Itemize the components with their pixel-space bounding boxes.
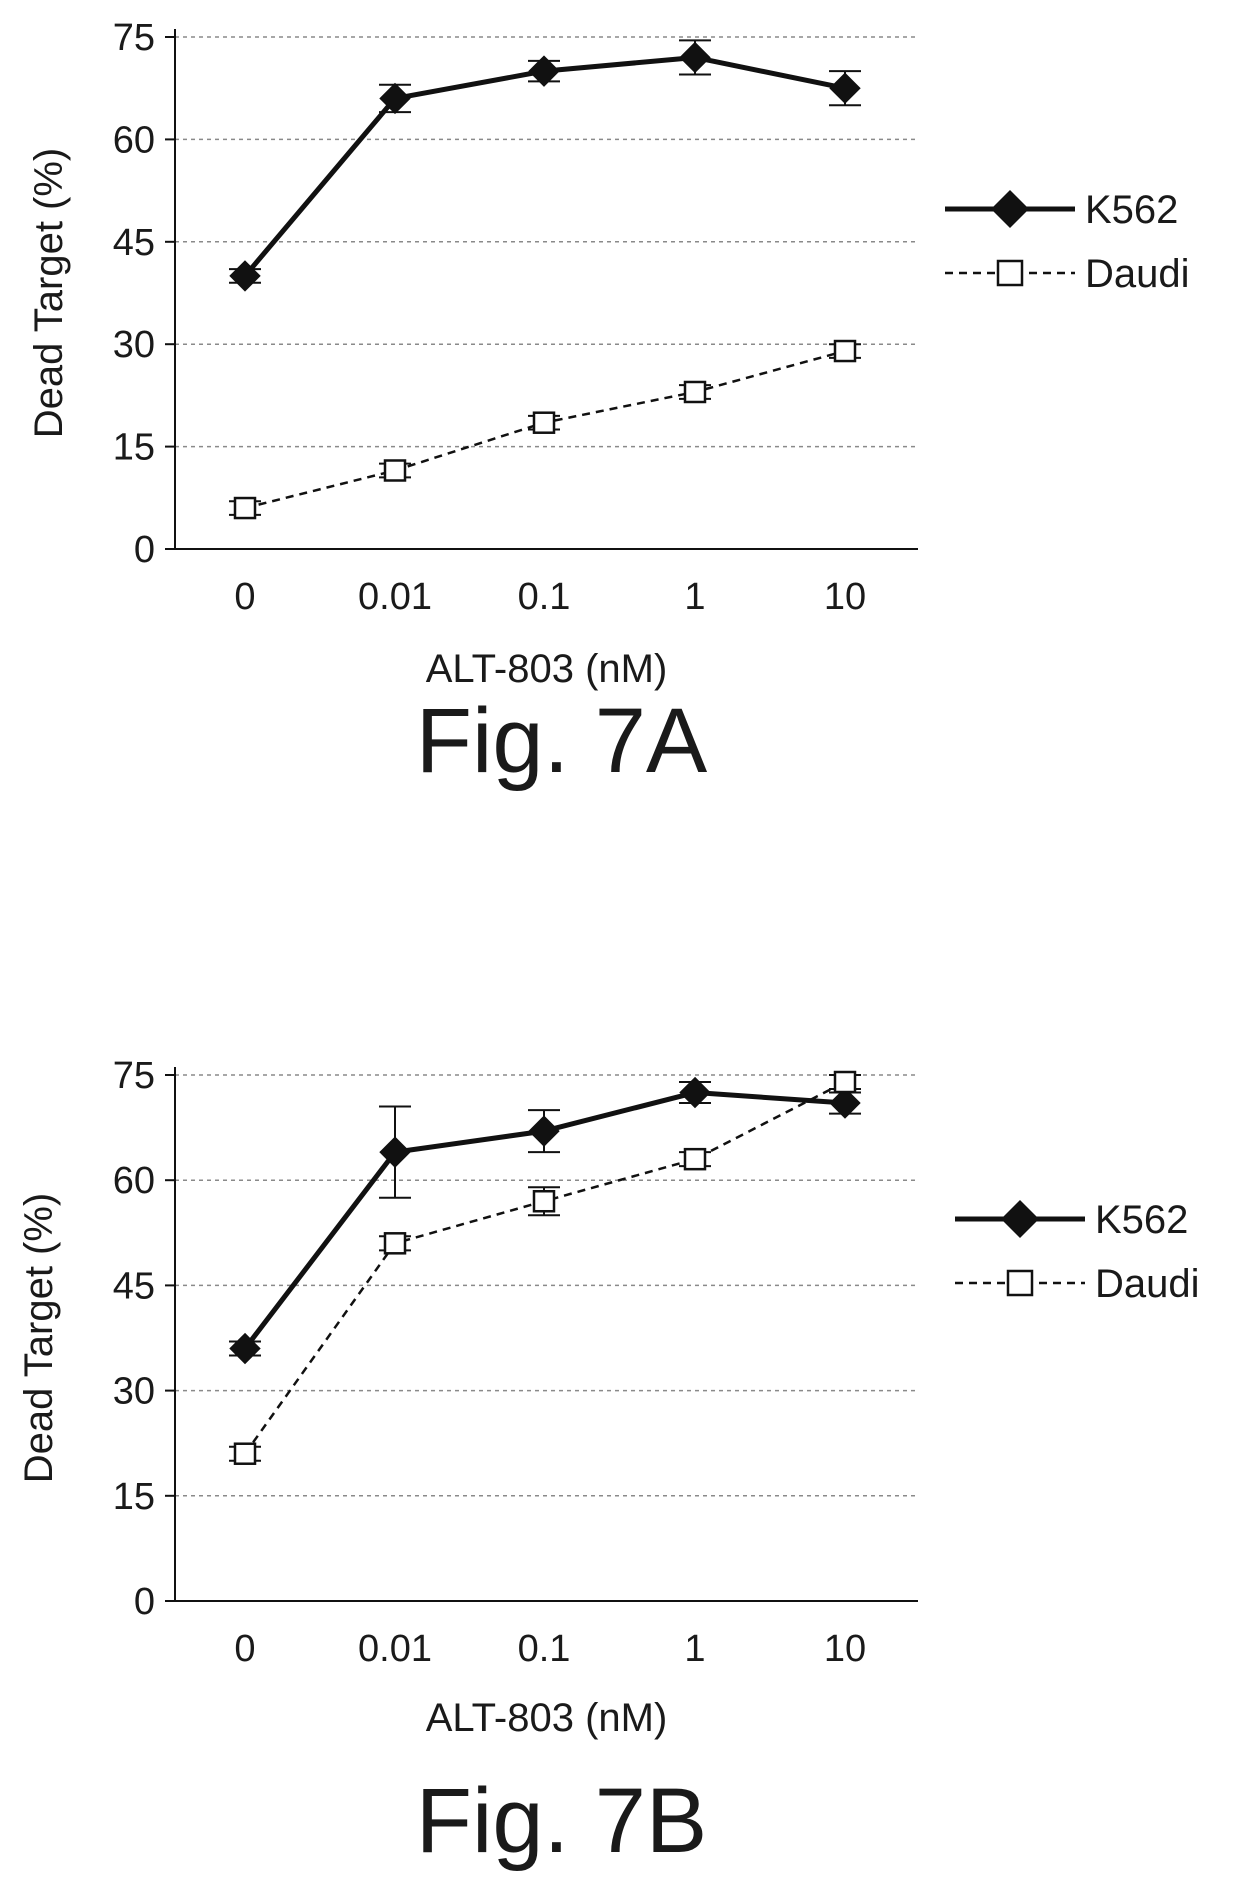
series-k562 [229,1076,861,1365]
y-tick-label: 15 [113,1476,155,1518]
data-point [833,339,857,363]
data-point [833,1070,857,1094]
legend-label: K562 [1095,1198,1188,1242]
x-axis-label: ALT-803 (nM) [426,1696,668,1740]
chart-panel-b: 0 15 30 45 60 75 0 0.01 0.1 1 10 ALT-803 (nM) Dead T… [17,1055,1200,1872]
y-tick-label: 0 [134,529,155,571]
y-tick-label: 60 [113,119,155,161]
data-point [829,72,861,104]
x-tick-label: 1 [684,1628,705,1670]
data-point [683,380,707,404]
y-tick-label: 0 [134,1581,155,1623]
x-tick-label: 10 [824,1628,866,1670]
x-tick-label: 0.1 [518,1628,571,1670]
legend-label: K562 [1085,188,1178,232]
y-tick-label: 75 [113,17,155,59]
y-tick-label: 30 [113,324,155,366]
legend-entry-k562: K562 [955,1198,1188,1242]
x-tick-label: 0.1 [518,576,571,618]
legend-label: Daudi [1085,252,1190,296]
series-k562 [229,39,861,292]
series-daudi [229,1070,861,1465]
y-tick-label: 45 [113,222,155,264]
legend-entry-daudi: Daudi [955,1262,1200,1306]
data-point [233,1442,257,1465]
legend-label: Daudi [1095,1262,1200,1306]
data-point [679,41,711,74]
y-tick-label: 45 [113,1265,155,1307]
x-tick-label: 1 [684,576,705,618]
data-point [379,82,411,115]
legend-marker [991,190,1029,228]
x-tick-label: 0.01 [358,1628,432,1670]
y-axis-label: Dead Target (%) [17,1193,61,1484]
chart-panel-a: 0 15 30 45 60 75 0 0.01 0.1 1 10 ALT-803 (nM) Dead T… [27,17,1190,792]
figure-caption: Fig. 7B [416,1770,707,1872]
x-tick-label: 0.01 [358,576,432,618]
y-tick-label: 30 [113,1371,155,1413]
legend-marker [1001,1200,1039,1238]
data-point [383,1232,407,1255]
data-point [528,55,560,87]
data-point [532,411,556,434]
legend-marker [1006,1269,1034,1297]
data-point [233,496,257,520]
x-tick-label: 0 [234,1628,255,1670]
x-tick-label: 0 [234,576,255,618]
data-point [829,1087,861,1119]
data-point [379,1136,411,1168]
x-axis-label: ALT-803 (nM) [426,647,668,691]
legend-marker [996,259,1024,287]
legend-entry-daudi: Daudi [945,252,1190,296]
legend-entry-k562: K562 [945,188,1178,232]
data-point [383,459,407,482]
x-tick-label: 10 [824,576,866,618]
y-tick-label: 75 [113,1055,155,1097]
series-line [243,54,846,278]
series-daudi [229,339,861,520]
figure-caption: Fig. 7A [416,690,708,792]
data-point [528,1115,560,1147]
y-tick-label: 60 [113,1160,155,1202]
data-point [683,1147,707,1171]
y-tick-label: 15 [113,427,155,469]
data-point [679,1076,711,1109]
data-point [532,1189,556,1213]
data-point [229,1332,261,1365]
y-axis-label: Dead Target (%) [27,148,71,439]
data-point [229,260,261,292]
